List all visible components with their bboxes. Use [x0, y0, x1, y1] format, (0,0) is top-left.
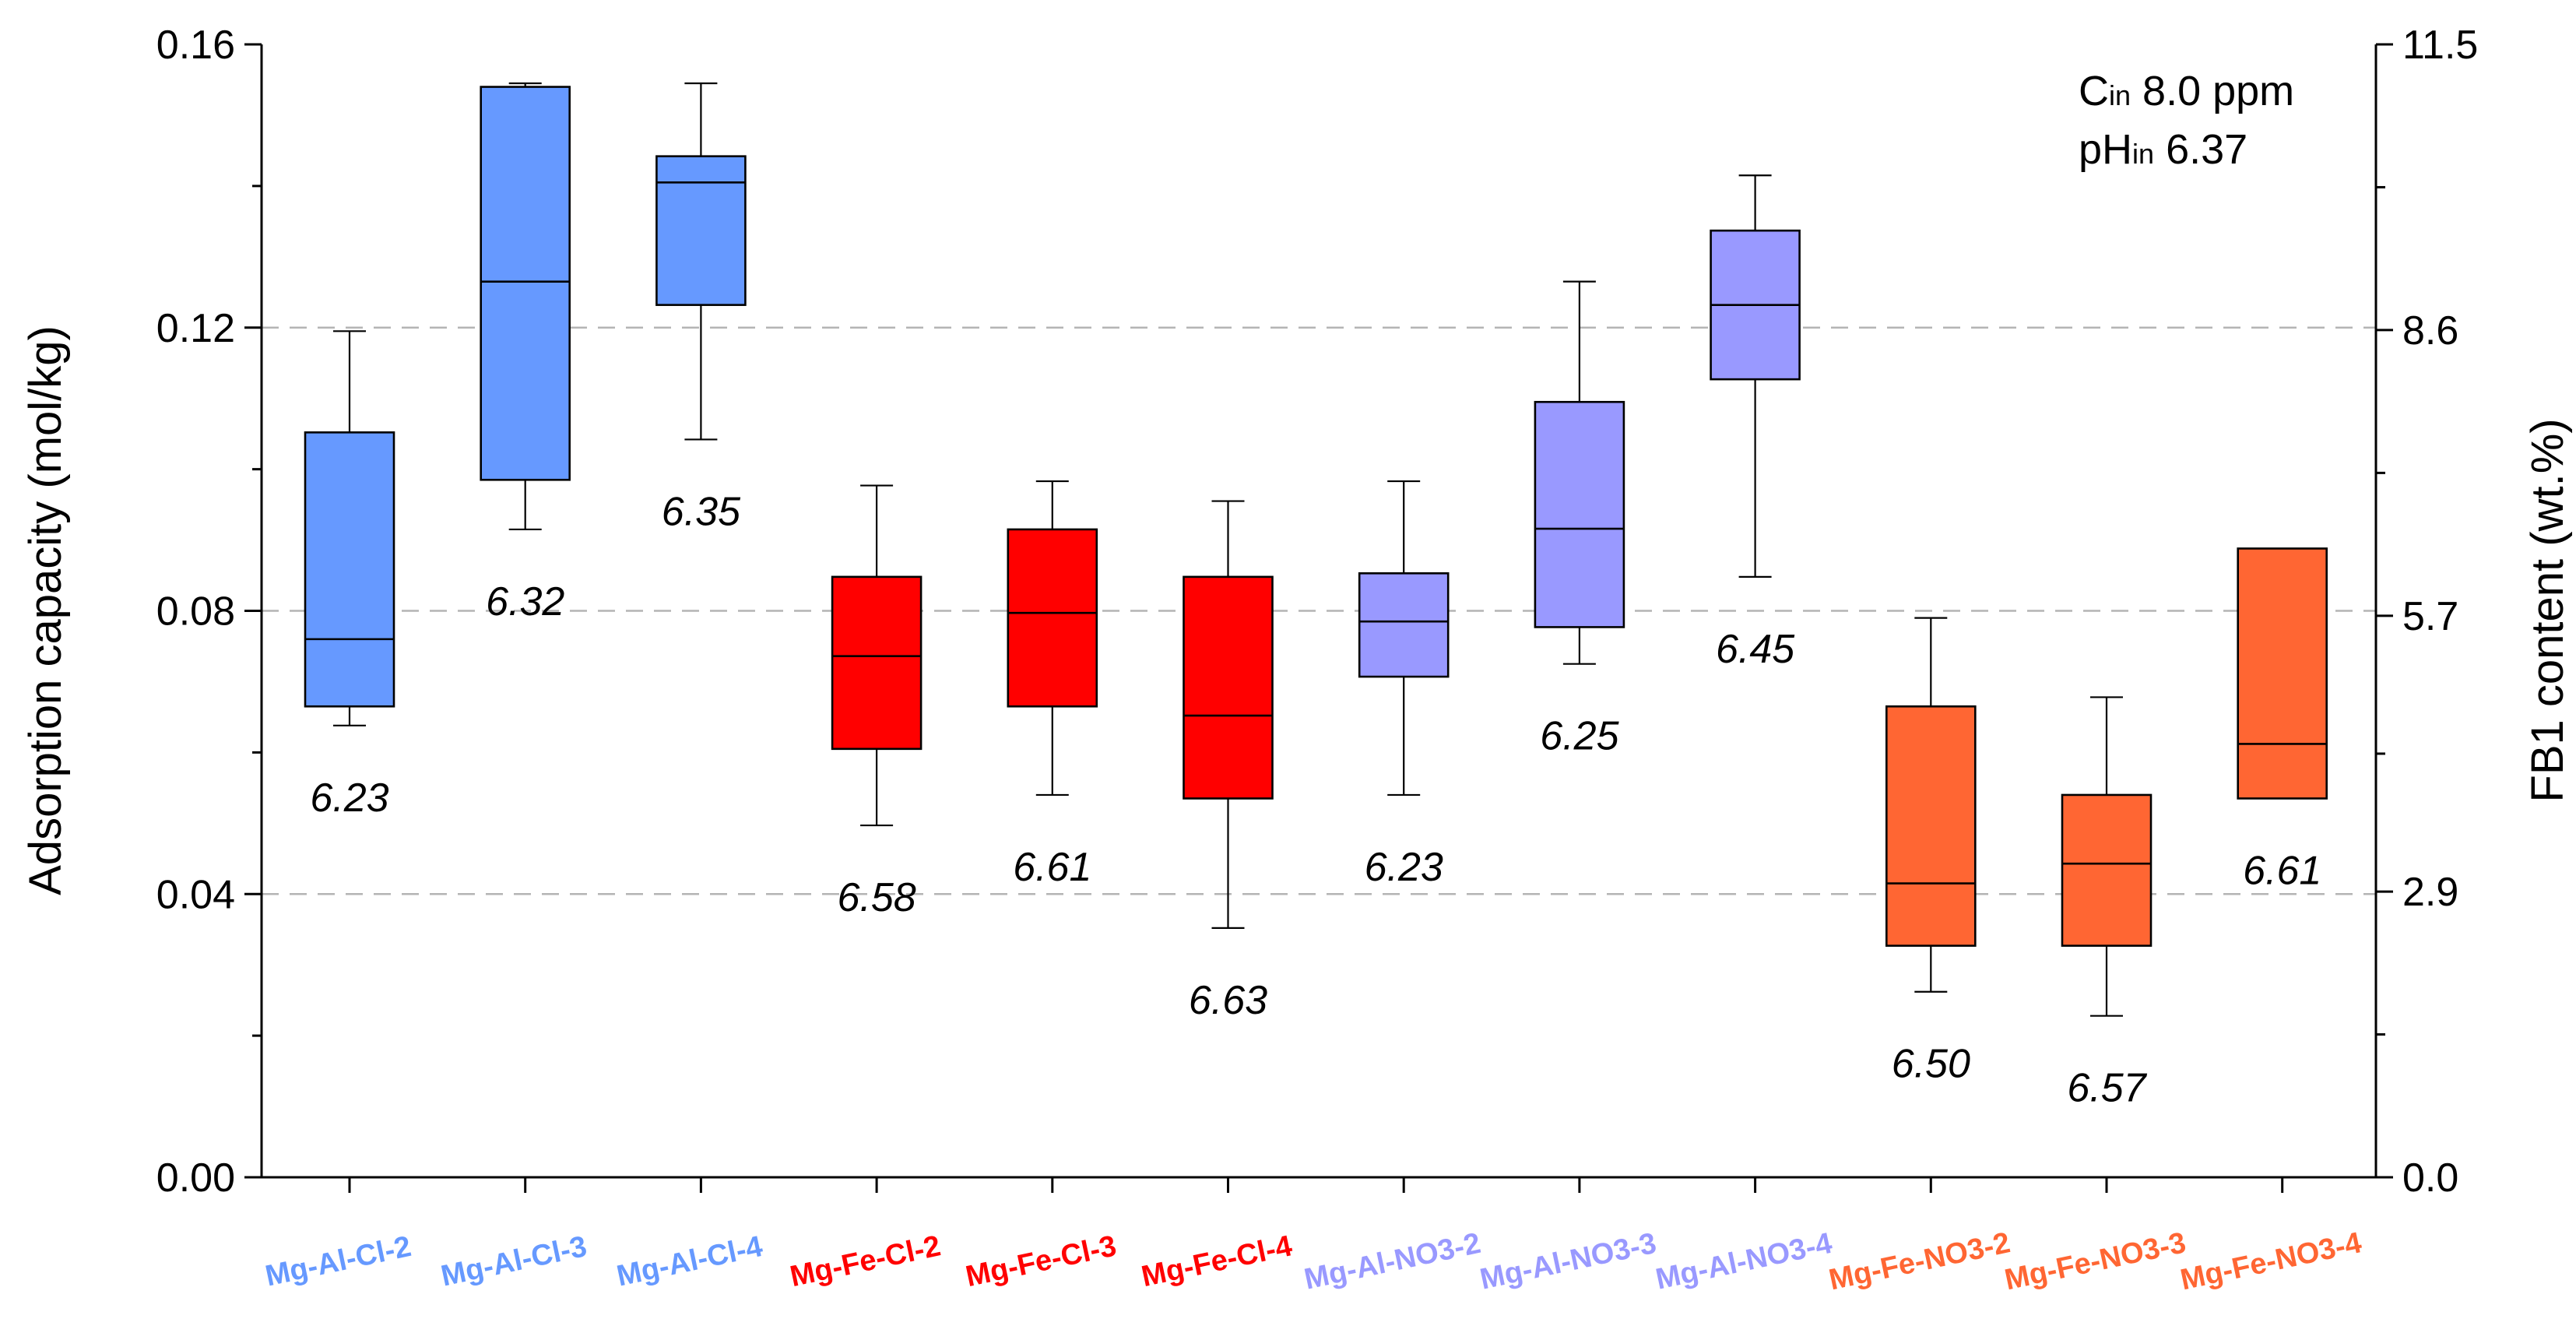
- box-group: 6.61: [1007, 480, 1098, 890]
- category-label: Mg-Al-NO3-4: [1653, 1227, 1835, 1296]
- box-rect: [2061, 793, 2153, 947]
- ph-data-label: 6.61: [2243, 848, 2321, 893]
- ph-data-label: 6.63: [1189, 978, 1267, 1023]
- annotation-line-2: pHin 6.37: [2079, 126, 2247, 173]
- box-group: 6.23: [304, 330, 395, 821]
- box-group: 6.35: [655, 82, 747, 534]
- annotation-line-1-symbol: C: [2079, 68, 2109, 114]
- annotation-line-2-symbol: pH: [2079, 126, 2132, 173]
- category-label: Mg-Al-NO3-2: [1302, 1227, 1484, 1296]
- box-group: 6.32: [480, 82, 571, 624]
- box-group: 6.61: [2237, 547, 2328, 893]
- y2-tick-label: 0.0: [2402, 1155, 2458, 1201]
- box-group: 6.23: [1358, 480, 1450, 890]
- box-group: 6.50: [1885, 617, 1977, 1087]
- annotation-line-1-value: 8.0 ppm: [2131, 68, 2294, 114]
- category-label: Mg-Fe-Cl-3: [963, 1229, 1119, 1293]
- annotation-line-2-value: 6.37: [2154, 126, 2247, 173]
- box-group: 6.45: [1710, 174, 1801, 672]
- box-rect: [2237, 547, 2328, 800]
- y2-tick-label: 8.6: [2402, 308, 2458, 353]
- category-label: Mg-Fe-NO3-4: [2177, 1226, 2364, 1296]
- annotation-line-1-subscript: in: [2109, 79, 2131, 111]
- annotation-line-1: Cin 8.0 ppm: [2079, 68, 2294, 114]
- category-label: Mg-Al-Cl-4: [614, 1230, 766, 1293]
- y-tick-label: 0.12: [156, 306, 235, 351]
- box-group: 6.63: [1183, 500, 1274, 1023]
- ph-data-label: 6.32: [486, 579, 564, 624]
- ph-data-label: 6.23: [310, 776, 388, 821]
- box-rect: [831, 575, 923, 751]
- box-series: 6.23 6.32 6.35 6.58 6.61 6.63 6.23 6.25 6.45 6.50…: [304, 82, 2328, 1111]
- box-group: 6.58: [831, 484, 923, 920]
- y2-tick-label: 2.9: [2402, 870, 2458, 915]
- category-label: Mg-Fe-Cl-4: [1139, 1229, 1295, 1293]
- annotation-line-2-subscript: in: [2132, 138, 2154, 170]
- box-group: 6.25: [1534, 280, 1625, 759]
- ph-data-label: 6.61: [1013, 845, 1091, 890]
- box-rect: [304, 431, 395, 708]
- y-tick-label: 0.04: [156, 872, 235, 917]
- ph-data-label: 6.50: [1892, 1042, 1970, 1087]
- category-label: Mg-Al-Cl-3: [438, 1230, 590, 1293]
- ph-data-label: 6.58: [837, 875, 915, 920]
- box-group: 6.57: [2061, 696, 2153, 1111]
- ticks: [244, 43, 2393, 1193]
- y-tick-label: 0.16: [156, 23, 235, 68]
- box-rect: [1358, 572, 1450, 678]
- ph-data-label: 6.45: [1716, 627, 1795, 672]
- category-label: Mg-Al-Cl-2: [262, 1230, 414, 1293]
- y-axis-title: Adsorption capacity (mol/kg): [20, 325, 71, 895]
- ph-data-label: 6.35: [662, 489, 741, 534]
- box-rect: [1885, 705, 1977, 947]
- box-rect: [1007, 528, 1098, 708]
- ph-data-label: 6.23: [1365, 845, 1443, 890]
- category-label: Mg-Al-NO3-3: [1477, 1227, 1659, 1296]
- category-label: Mg-Fe-Cl-2: [787, 1229, 944, 1293]
- grid-lines: [262, 326, 2376, 895]
- box-rect: [1534, 400, 1625, 628]
- category-label: Mg-Fe-NO3-3: [2001, 1226, 2188, 1296]
- ph-data-label: 6.57: [2067, 1066, 2147, 1111]
- y2-tick-label: 5.7: [2402, 594, 2458, 639]
- y-tick-label: 0.08: [156, 589, 235, 635]
- box-rect: [655, 155, 747, 306]
- category-label: Mg-Fe-NO3-2: [1826, 1226, 2013, 1296]
- y2-axis-title: FB1 content (wt.%): [2522, 418, 2573, 802]
- y-tick-label: 0.00: [156, 1155, 235, 1201]
- box-rect: [1183, 575, 1274, 800]
- y2-tick-label: 11.5: [2402, 23, 2478, 68]
- ph-data-label: 6.25: [1540, 714, 1619, 759]
- box-rect: [480, 86, 571, 481]
